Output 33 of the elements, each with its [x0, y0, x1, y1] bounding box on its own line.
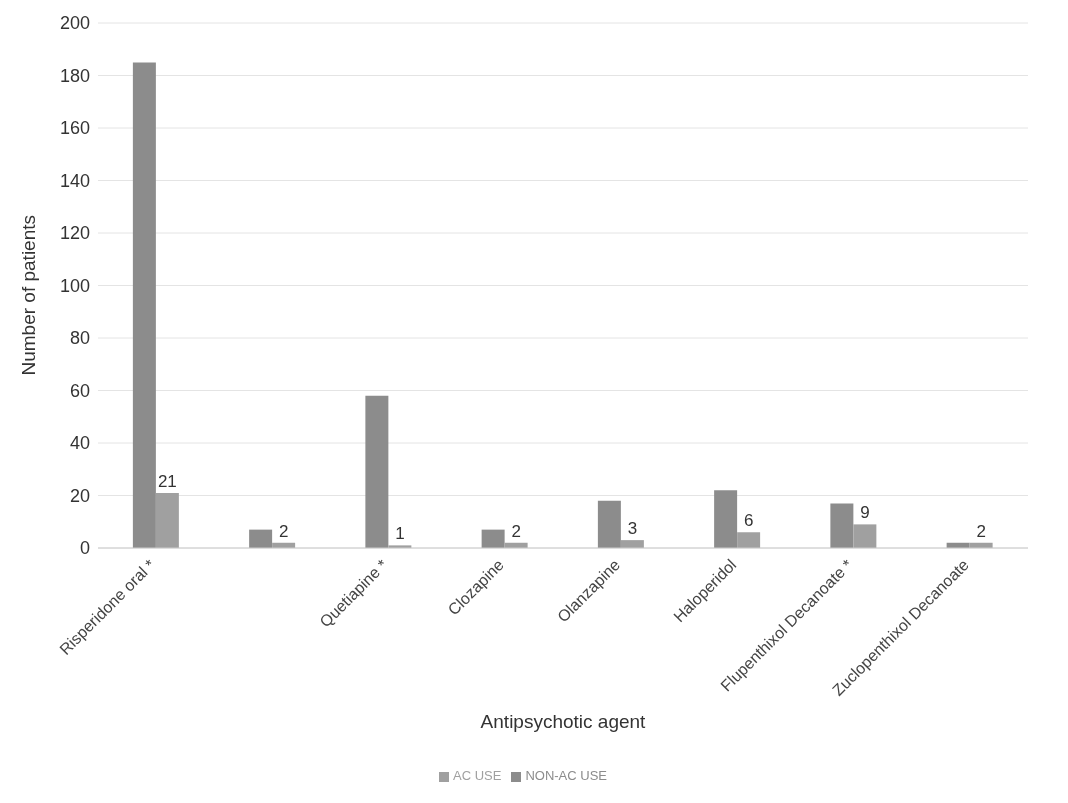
data-label: 6 — [743, 511, 754, 531]
y-tick-label: 60 — [69, 380, 90, 401]
y-tick-label: 40 — [69, 433, 90, 454]
x-axis-title: Antipsychotic agent — [480, 711, 647, 732]
bar — [365, 395, 389, 548]
bar — [155, 492, 179, 548]
data-label: 3 — [627, 519, 638, 539]
bar — [853, 524, 877, 548]
y-axis-title: Number of patients — [17, 214, 39, 376]
y-tick-label: 200 — [59, 13, 90, 34]
bar — [481, 529, 505, 548]
data-label: 2 — [976, 521, 986, 541]
y-tick-label: 80 — [69, 328, 90, 349]
data-label: 2 — [511, 521, 521, 541]
bar — [830, 503, 854, 548]
y-tick-label: 180 — [59, 65, 90, 86]
y-tick-label: 0 — [79, 538, 90, 559]
data-label: 2 — [278, 521, 289, 541]
bar — [714, 490, 738, 548]
y-tick-label: 120 — [59, 223, 90, 244]
y-tick-label: 140 — [59, 170, 90, 191]
legend-label: NON-AC USE — [525, 768, 608, 783]
y-tick-label: 100 — [59, 275, 90, 296]
bar — [132, 62, 156, 548]
bar — [597, 500, 621, 548]
bar — [249, 529, 273, 548]
data-label: 1 — [395, 524, 405, 544]
y-tick-label: 160 — [59, 118, 90, 139]
legend-label: AC USE — [452, 768, 502, 783]
data-label: 21 — [157, 471, 177, 491]
data-label: 9 — [860, 503, 870, 523]
bar — [737, 532, 761, 548]
y-tick-label: 20 — [69, 485, 90, 506]
